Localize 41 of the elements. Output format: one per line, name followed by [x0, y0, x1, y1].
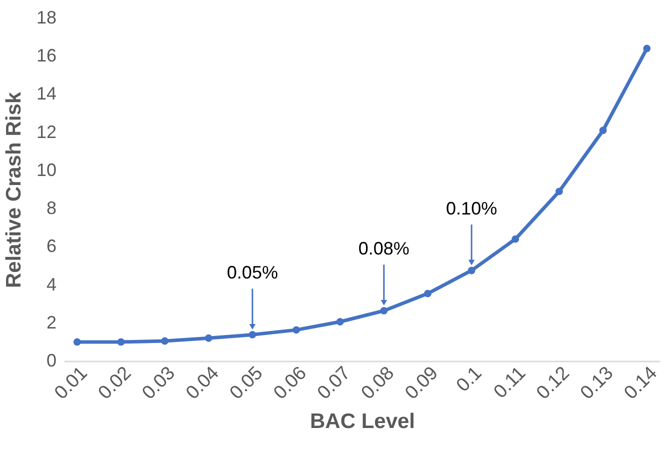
x-tick-label: 0.14 [620, 362, 662, 404]
point [512, 235, 520, 243]
y-tick-label: 0 [46, 350, 56, 370]
point [599, 126, 607, 134]
x-tick-label: 0.13 [576, 362, 618, 404]
y-tick-label: 16 [36, 46, 56, 66]
x-tick-label: 0.12 [532, 362, 574, 404]
x-tick-label: 0.08 [358, 362, 399, 404]
point [468, 266, 476, 274]
y-tick-label: 6 [46, 236, 56, 256]
y-tick-label: 12 [36, 122, 56, 142]
point [117, 338, 125, 346]
x-tick-label: 0.09 [401, 362, 442, 404]
point [424, 290, 432, 298]
y-tick-label: 14 [36, 84, 56, 104]
y-axis-title: Relative Crash Risk [2, 92, 26, 288]
x-axis-title: BAC Level [310, 410, 416, 434]
point [248, 331, 256, 338]
x-tick-label: 0.04 [182, 362, 224, 404]
x-tick-label: 0.03 [138, 362, 180, 404]
x-tick-label: 0.1 [452, 362, 486, 396]
y-tick-label: 8 [46, 198, 56, 218]
point [643, 44, 651, 52]
point [292, 326, 300, 334]
point [161, 337, 168, 345]
annotation: 0.05% [226, 262, 278, 283]
point [336, 318, 344, 326]
point [556, 188, 563, 196]
point [204, 334, 212, 342]
annotation: 0.10% [446, 198, 498, 218]
annotation: 0.08% [358, 238, 410, 259]
y-tick-label: 18 [36, 8, 56, 28]
x-tick-label: 0.06 [270, 362, 311, 404]
x-tick-label: 0.05 [226, 362, 268, 404]
x-tick-label: 0.11 [490, 362, 530, 403]
x-tick-label: 0.02 [94, 362, 136, 404]
point [73, 338, 81, 346]
point [380, 306, 388, 314]
y-tick-label: 4 [46, 274, 56, 294]
y-tick-label: 10 [36, 160, 56, 180]
y-tick-label: 2 [46, 312, 56, 332]
